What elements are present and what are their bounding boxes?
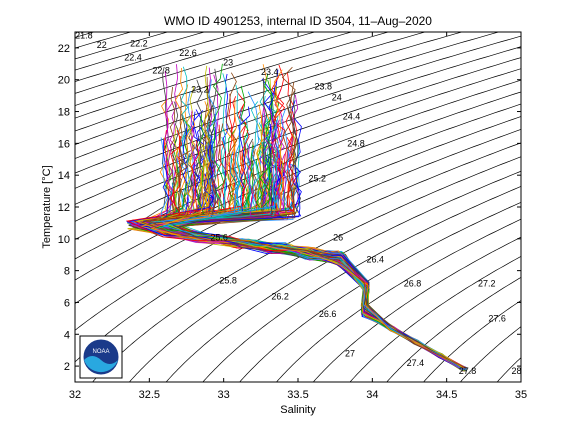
isopycnal-label: 24.4 [343,112,361,122]
profile-line [141,123,466,369]
profile-line [147,148,467,372]
isopycnal-line [128,156,521,382]
isopycnal-line [423,300,521,382]
isopycnal-label: 22.2 [130,38,148,48]
isopycnal-line [75,129,521,363]
y-axis-label: Temperature [°C] [41,165,53,248]
isopycnal-label: 27 [345,349,355,359]
isopycnal-line [349,256,521,382]
isopycnal-label: 21.8 [75,30,93,40]
isopycnal-label: 26.6 [319,309,337,319]
isopycnal-label: 24 [332,92,342,102]
isopycnal-label: 26 [333,232,343,242]
isopycnal-label: 23.8 [315,81,333,91]
isopycnal-label: 22.8 [152,65,170,75]
chart-title: WMO ID 4901253, internal ID 3504, 11–Aug… [164,14,432,28]
isopycnal-line [496,357,521,382]
x-tick-label: 33 [218,389,230,401]
isopycnal-label: 22.4 [124,53,142,63]
profile-lines [125,63,467,372]
profile-line [170,179,467,369]
y-tick-label: 8 [64,266,70,278]
isopycnal-line [202,186,521,382]
isopycnal-label: 25.2 [309,174,327,184]
isopycnal-label: 27.2 [478,279,496,289]
isopycnal-line [75,32,427,145]
y-tick-label: 14 [58,170,70,182]
y-tick-label: 4 [64,329,70,341]
noaa-logo-text: NOAA [92,349,109,355]
isopycnal-label: 27.4 [407,358,425,368]
x-tick-label: 34 [366,389,378,401]
isopycnal-label: 22 [97,40,107,50]
isopycnal-line [386,276,521,382]
isopycnal-label: 23.2 [191,85,209,95]
isopycnal-label: 26.2 [271,291,289,301]
x-tick-label: 33.5 [287,389,308,401]
isopycnal-line [527,26,576,390]
isopycnal-line [75,32,463,159]
isopycnal-label: 24.8 [347,139,365,149]
y-tick-label: 20 [58,75,70,87]
x-tick-label: 32.5 [139,389,160,401]
isopycnal-label: 25.6 [210,232,228,242]
isopycnal-line [75,46,521,205]
isopycnal-line [312,236,521,382]
profile-line [156,84,467,371]
isopycnal-line [92,142,521,382]
profile-line [139,167,467,369]
isopycnal-label: 27.6 [488,314,506,324]
isopycnal-line [75,57,521,222]
isopycnal-line [165,170,521,382]
isopycnal-line [75,35,521,189]
isopycnal-line [0,26,6,390]
isopycnal-line [564,26,576,390]
isopycnal-label: 26.8 [404,279,422,289]
isopycnal-line [459,326,521,382]
y-tick-label: 2 [64,361,70,373]
isopycnal-label: 22.6 [179,48,197,58]
isopycnal-line [75,68,521,240]
x-tick-label: 34.5 [436,389,457,401]
profile-line [164,65,463,368]
x-axis-label: Salinity [280,404,316,416]
isopycnal-labels: 21.822 22.222.4 22.622.82323.223.423.82424… [75,30,521,376]
isopycnal-label: 27.8 [459,366,477,376]
y-tick-label: 10 [58,234,70,246]
profile-line [138,167,466,370]
y-tick-label: 22 [58,43,70,55]
isopycnal-label: 23 [223,57,233,67]
noaa-logo: NOAA [79,335,123,379]
isopycnal-line [75,32,132,49]
isopycnal-label: 26.4 [367,255,385,265]
isopycnal-line [239,201,521,382]
profile-line [167,94,465,368]
isopycnal-line [0,26,43,390]
profile-line [162,119,465,371]
y-tick-label: 16 [58,138,70,150]
y-tick-label: 6 [64,297,70,309]
y-tick-label: 18 [58,107,70,119]
isopycnal-line [75,79,521,260]
y-tick-label: 12 [58,202,70,214]
isopycnal-label: 23.4 [261,67,279,77]
isopycnal-line [75,32,500,174]
isopycnal-label: 28 [511,366,521,376]
isopycnal-line [75,32,316,106]
isopycnal-line [75,32,353,119]
isopycnal-line [276,218,521,382]
isopycnal-label: 25.8 [219,275,237,285]
isopycnal-line [75,32,280,94]
profile-line [149,153,465,371]
x-tick-label: 35 [515,389,527,401]
x-tick-label: 32 [69,389,81,401]
